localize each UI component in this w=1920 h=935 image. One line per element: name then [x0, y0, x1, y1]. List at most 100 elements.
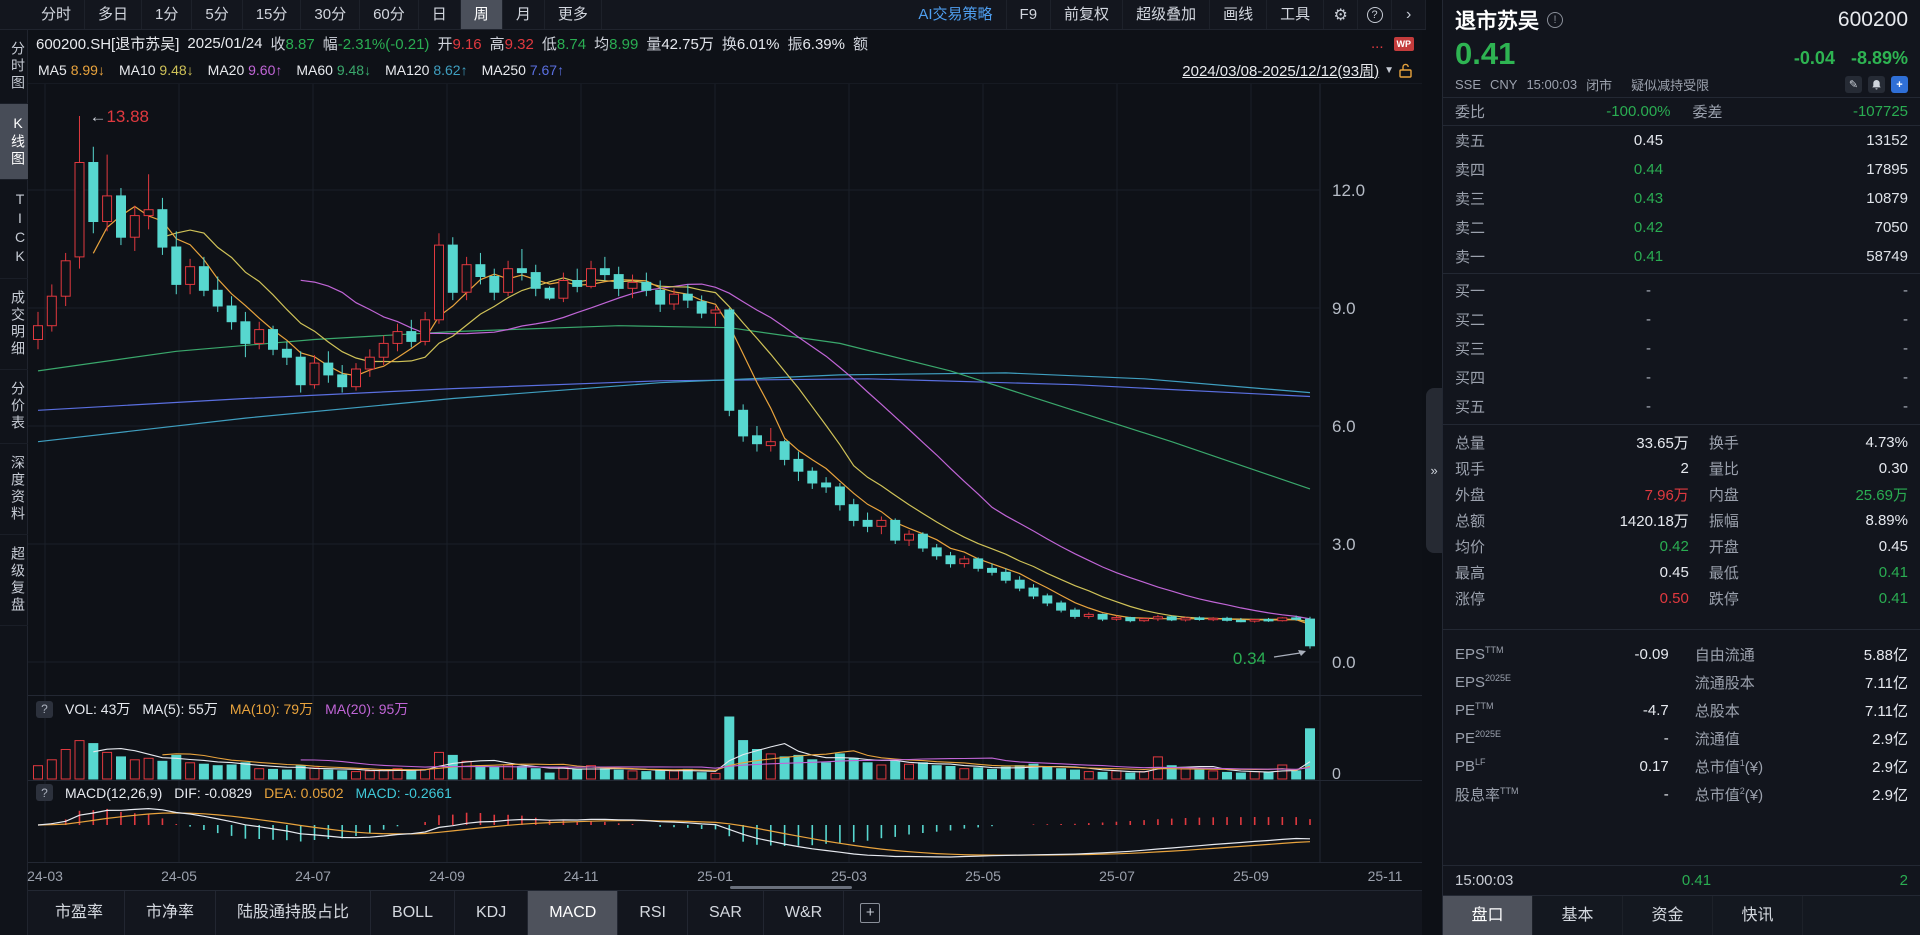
buy-row-买五[interactable]: 买五 - - [1454, 398, 1908, 416]
period-tab-日[interactable]: 日 [419, 0, 461, 29]
macd-chart-svg[interactable] [28, 781, 1422, 863]
sell-row-卖四[interactable]: 卖四 0.44 17895 [1454, 161, 1908, 179]
wp-icon[interactable]: WP [1393, 36, 1414, 51]
price-chart-svg[interactable]: 12.0 9.0 6.0 3.0 0.0 ←13.88 0.34 [28, 84, 1422, 695]
period-tab-60分[interactable]: 60分 [360, 0, 419, 29]
toolbar-item-F9[interactable]: F9 [1007, 0, 1052, 29]
sidebar-item-超级复盘[interactable]: 超级复盘 [0, 535, 28, 626]
edit-icon[interactable]: ✎ [1845, 76, 1862, 93]
panel-tab-资金[interactable]: 资金 [1623, 896, 1713, 935]
valuation-block: EPSTTM -0.09 自由流通 5.88亿 EPS2025E 流通股本 7.11亿 PET… [1442, 629, 1920, 812]
macd-legend-item: MACD(12,26,9) [65, 784, 163, 801]
period-tabs: 分时 多日 1分 5分 15分 30分 60分日周月更多 [28, 0, 602, 29]
chevron-right-icon[interactable]: › [1392, 0, 1427, 29]
indicator-tab-BOLL[interactable]: BOLL [371, 891, 455, 935]
help-chip-icon[interactable]: ? [36, 784, 53, 801]
period-tab-30分[interactable]: 30分 [301, 0, 361, 29]
buy-row-买二[interactable]: 买二 - - [1454, 311, 1908, 329]
add-watchlist-icon[interactable]: + [1891, 76, 1908, 93]
ma-legend-MA120: MA120 8.62↑ [385, 62, 468, 78]
period-tab-月[interactable]: 月 [503, 0, 545, 29]
help-icon[interactable]: ? [1358, 0, 1393, 29]
indicator-tab-MACD[interactable]: MACD [528, 891, 619, 935]
ma-legend-MA10: MA10 9.48↓ [118, 62, 194, 78]
indicator-tab-市盈率[interactable]: 市盈率 [34, 891, 126, 935]
sell-row-卖二[interactable]: 卖二 0.42 7050 [1454, 219, 1908, 237]
period-tab-更多[interactable]: 更多 [545, 0, 602, 29]
toolbar-item-超级叠加[interactable]: 超级叠加 [1123, 0, 1211, 29]
quote-panel: 退市苏吴 ! 600200 0.41 -0.04 -8.89% SSE CNY … [1441, 0, 1920, 935]
volume-pane[interactable]: ? VOL: 43万 MA(5): 55万 MA(10): 79万 MA(20): 95… [28, 695, 1422, 781]
alert-bell-icon[interactable] [1868, 76, 1885, 93]
x-axis-label: 24-07 [295, 868, 331, 884]
ma-legend-bar: MA5 8.99↓ MA10 9.48↓ MA20 9.60↑ MA60 9.48↓ M… [28, 57, 1422, 84]
indicator-tab-KDJ[interactable]: KDJ [455, 891, 529, 935]
period-tab-15分[interactable]: 15分 [243, 0, 302, 29]
toolbar-item-前复权[interactable]: 前复权 [1051, 0, 1124, 29]
sidebar-item-深度资料[interactable]: 深度资料 [0, 444, 28, 535]
panel-tab-盘口[interactable]: 盘口 [1442, 896, 1533, 935]
kline-chart-area[interactable]: 12.0 9.0 6.0 3.0 0.0 ←13.88 0.34 [28, 84, 1422, 695]
x-axis-label: 25-09 [1233, 868, 1269, 884]
sell-order-book: 卖五 0.45 13152 卖四 0.44 17895 卖三 0.43 10879 卖二 0.42 7… [1443, 126, 1920, 271]
sell-row-卖一[interactable]: 卖一 0.41 58749 [1454, 248, 1908, 266]
period-tab-1分[interactable]: 1分 [142, 0, 193, 29]
collapse-panel-handle[interactable]: » [1426, 388, 1443, 553]
add-indicator-button[interactable]: + [860, 903, 881, 923]
sidebar-item-成交明细[interactable]: 成交明细 [0, 279, 28, 370]
market-status: 闭市 [1586, 78, 1613, 93]
sidebar-item-分价表[interactable]: 分价表 [0, 370, 28, 444]
macd-pane[interactable]: ? MACD(12,26,9) DIF: -0.0829 DEA: 0.0502 MAC… [28, 780, 1422, 863]
top-toolbar: 分时 多日 1分 5分 15分 30分 60分日周月更多 AI交易策略 F9 前复权 超级叠加 画线… [0, 0, 1427, 30]
buy-row-买三[interactable]: 买三 - - [1454, 340, 1908, 358]
indicator-tab-市净率[interactable]: 市净率 [125, 891, 217, 935]
period-tab-分时[interactable]: 分时 [28, 0, 86, 29]
tick-count: 2 [1899, 872, 1908, 889]
sell-row-卖五[interactable]: 卖五 0.45 13152 [1454, 132, 1908, 150]
sidebar-item-分时图[interactable]: 分时图 [0, 30, 28, 104]
toolbar-item-AI交易策略[interactable]: AI交易策略 [905, 0, 1007, 29]
panel-tab-基本[interactable]: 基本 [1533, 896, 1623, 935]
more-dots[interactable]: ... [1370, 35, 1384, 52]
vol-legend-item: MA(5): 55万 [142, 701, 218, 717]
quote-time: 15:00:03 [1526, 77, 1578, 92]
x-axis-label: 25-11 [1367, 868, 1403, 884]
indicator-tab-SAR[interactable]: SAR [688, 891, 764, 935]
sidebar-item-K线图[interactable]: K线图 [0, 104, 28, 180]
svg-text:0.34: 0.34 [1233, 649, 1266, 668]
sidebar-item-TICK[interactable]: TICK [0, 180, 28, 279]
indicator-tab-W&R[interactable]: W&R [764, 891, 845, 935]
x-axis-label: 25-07 [1099, 868, 1135, 884]
info-icon[interactable]: ! [1546, 12, 1563, 28]
vol-legend-item: MA(20): 95万 [325, 701, 409, 717]
buy-row-买四[interactable]: 买四 - - [1454, 369, 1908, 387]
indicator-tab-RSI[interactable]: RSI [618, 891, 688, 935]
date-range-label[interactable]: 2024/03/08-2025/12/12(93周) [1182, 62, 1380, 80]
x-axis-label: 25-03 [831, 868, 867, 884]
panel-tab-bar: 盘口 基本 资金 快讯 [1442, 895, 1920, 935]
unlock-icon[interactable] [1399, 63, 1412, 78]
chevron-down-icon[interactable]: ▼ [1384, 64, 1394, 76]
period-tab-多日[interactable]: 多日 [85, 0, 143, 29]
x-axis-label: 24-11 [563, 868, 599, 884]
toolbar-item-画线[interactable]: 画线 [1210, 0, 1268, 29]
toolbar-item-工具[interactable]: 工具 [1267, 0, 1325, 29]
time-sales-row[interactable]: 15:00:03 0.41 2 [1442, 865, 1920, 895]
svg-text:9.0: 9.0 [1332, 299, 1356, 318]
price-change: -0.04 [1793, 48, 1835, 68]
help-chip-icon[interactable]: ? [36, 700, 53, 718]
time-axis[interactable]: 24-03 24-05 24-07 24-09 24-11 25-01 25-03 25-05… [27, 862, 1422, 890]
stock-code: 600200 [1837, 8, 1908, 31]
volume-chart-svg[interactable]: 0 [28, 696, 1422, 781]
buy-row-买一[interactable]: 买一 - - [1454, 282, 1908, 300]
period-tab-5分[interactable]: 5分 [192, 0, 243, 29]
indicator-tab-陆股通持股占比[interactable]: 陆股通持股占比 [216, 891, 372, 935]
infobar-field: 收8.87 [270, 36, 315, 53]
price-change-pct: -8.89% [1850, 48, 1908, 68]
sell-row-卖三[interactable]: 卖三 0.43 10879 [1454, 190, 1908, 208]
period-tab-周[interactable]: 周 [460, 0, 503, 29]
scroll-thumb[interactable] [730, 886, 852, 889]
stat-row: 总额 1420.18万 振幅 8.89% [1454, 511, 1908, 530]
panel-tab-快讯[interactable]: 快讯 [1713, 896, 1803, 935]
gear-icon[interactable]: ⚙ [1324, 0, 1359, 29]
